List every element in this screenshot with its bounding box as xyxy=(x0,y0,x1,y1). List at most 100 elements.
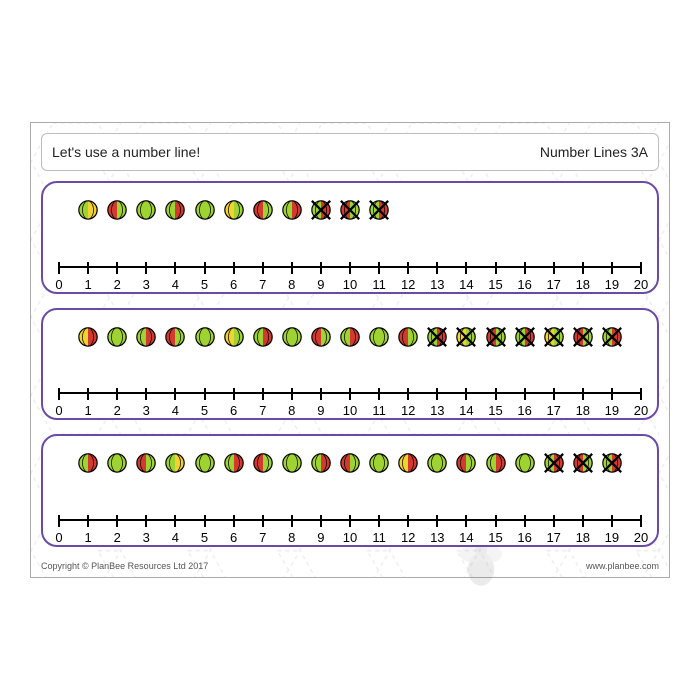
number-lines-area: 0123456789101112131415161718192001234567… xyxy=(41,181,659,547)
tick-label: 9 xyxy=(317,277,324,292)
tick-label: 10 xyxy=(343,403,357,418)
tick-label: 1 xyxy=(84,277,91,292)
tick-mark xyxy=(291,388,293,400)
footer-copyright: Copyright © PlanBee Resources Ltd 2017 xyxy=(41,561,208,571)
number-line-box: 01234567891011121314151617181920 xyxy=(41,308,659,421)
tick-mark xyxy=(553,262,555,274)
tick-label: 18 xyxy=(576,403,590,418)
tick-mark xyxy=(611,515,613,527)
tick-label: 12 xyxy=(401,277,415,292)
tick-mark xyxy=(174,515,176,527)
ball-icon xyxy=(194,199,216,221)
ball-icon xyxy=(368,326,390,348)
tick-mark xyxy=(233,388,235,400)
tick-mark xyxy=(87,388,89,400)
tick-label: 17 xyxy=(546,277,560,292)
ball-icon xyxy=(135,326,157,348)
tick-mark xyxy=(465,262,467,274)
ball-crossed-icon xyxy=(455,326,477,348)
tick-label: 6 xyxy=(230,277,237,292)
tick-mark xyxy=(524,262,526,274)
ball-icon xyxy=(77,199,99,221)
worksheet-header: Let's use a number line! Number Lines 3A xyxy=(41,133,659,171)
tick-label: 0 xyxy=(55,530,62,545)
ball-icon xyxy=(106,199,128,221)
tick-mark xyxy=(495,388,497,400)
ball-crossed-icon xyxy=(426,326,448,348)
tick-label: 7 xyxy=(259,277,266,292)
tick-mark xyxy=(174,388,176,400)
tick-label: 2 xyxy=(114,277,121,292)
number-line-box: 01234567891011121314151617181920 xyxy=(41,434,659,547)
tick-mark xyxy=(349,388,351,400)
ball-icon xyxy=(368,452,390,474)
tick-mark xyxy=(407,388,409,400)
tick-mark xyxy=(145,388,147,400)
tick-mark xyxy=(378,515,380,527)
tick-mark xyxy=(465,515,467,527)
tick-mark xyxy=(640,388,642,400)
tick-mark xyxy=(58,515,60,527)
ball-icon xyxy=(281,326,303,348)
header-right-text: Number Lines 3A xyxy=(540,144,648,160)
tick-label: 16 xyxy=(517,277,531,292)
tick-label: 16 xyxy=(517,403,531,418)
tick-label: 11 xyxy=(372,403,386,418)
tick-mark xyxy=(262,388,264,400)
tick-mark xyxy=(582,515,584,527)
tick-mark xyxy=(611,388,613,400)
ball-crossed-icon xyxy=(310,199,332,221)
tick-label: 5 xyxy=(201,530,208,545)
tick-mark xyxy=(145,262,147,274)
tick-mark xyxy=(436,388,438,400)
tick-mark xyxy=(233,262,235,274)
ball-icon xyxy=(281,199,303,221)
tick-mark xyxy=(640,262,642,274)
tick-label: 5 xyxy=(201,277,208,292)
ball-icon xyxy=(135,199,157,221)
tick-label: 8 xyxy=(288,530,295,545)
tick-mark xyxy=(174,262,176,274)
tick-mark xyxy=(582,262,584,274)
ball-icon xyxy=(164,452,186,474)
ball-crossed-icon xyxy=(339,199,361,221)
tick-label: 19 xyxy=(605,277,619,292)
worksheet-sheet: Let's use a number line! Number Lines 3A… xyxy=(30,122,670,578)
tick-mark xyxy=(378,262,380,274)
ball-crossed-icon xyxy=(514,326,536,348)
tick-label: 20 xyxy=(634,403,648,418)
tick-label: 6 xyxy=(230,530,237,545)
ball-icon xyxy=(223,452,245,474)
ball-row xyxy=(59,193,641,229)
ball-icon xyxy=(514,452,536,474)
tick-mark xyxy=(320,262,322,274)
tick-label: 10 xyxy=(343,530,357,545)
ball-icon xyxy=(252,452,274,474)
tick-label: 13 xyxy=(430,277,444,292)
tick-label: 3 xyxy=(143,530,150,545)
tick-label: 14 xyxy=(459,277,473,292)
ball-crossed-icon xyxy=(572,452,594,474)
tick-mark xyxy=(349,262,351,274)
tick-label: 2 xyxy=(114,530,121,545)
tick-label: 13 xyxy=(430,530,444,545)
ball-crossed-icon xyxy=(543,452,565,474)
ball-crossed-icon xyxy=(485,326,507,348)
tick-mark xyxy=(495,515,497,527)
tick-label: 8 xyxy=(288,277,295,292)
tick-mark xyxy=(349,515,351,527)
tick-label: 19 xyxy=(605,530,619,545)
tick-mark xyxy=(291,515,293,527)
tick-mark xyxy=(116,262,118,274)
tick-label: 12 xyxy=(401,530,415,545)
tick-mark xyxy=(524,388,526,400)
tick-label: 15 xyxy=(488,530,502,545)
header-left-text: Let's use a number line! xyxy=(52,144,200,160)
ball-row xyxy=(59,446,641,482)
tick-label: 5 xyxy=(201,403,208,418)
tick-mark xyxy=(320,388,322,400)
tick-label: 20 xyxy=(634,530,648,545)
number-line-ticks: 01234567891011121314151617181920 xyxy=(59,505,641,545)
tick-mark xyxy=(436,262,438,274)
tick-mark xyxy=(262,515,264,527)
